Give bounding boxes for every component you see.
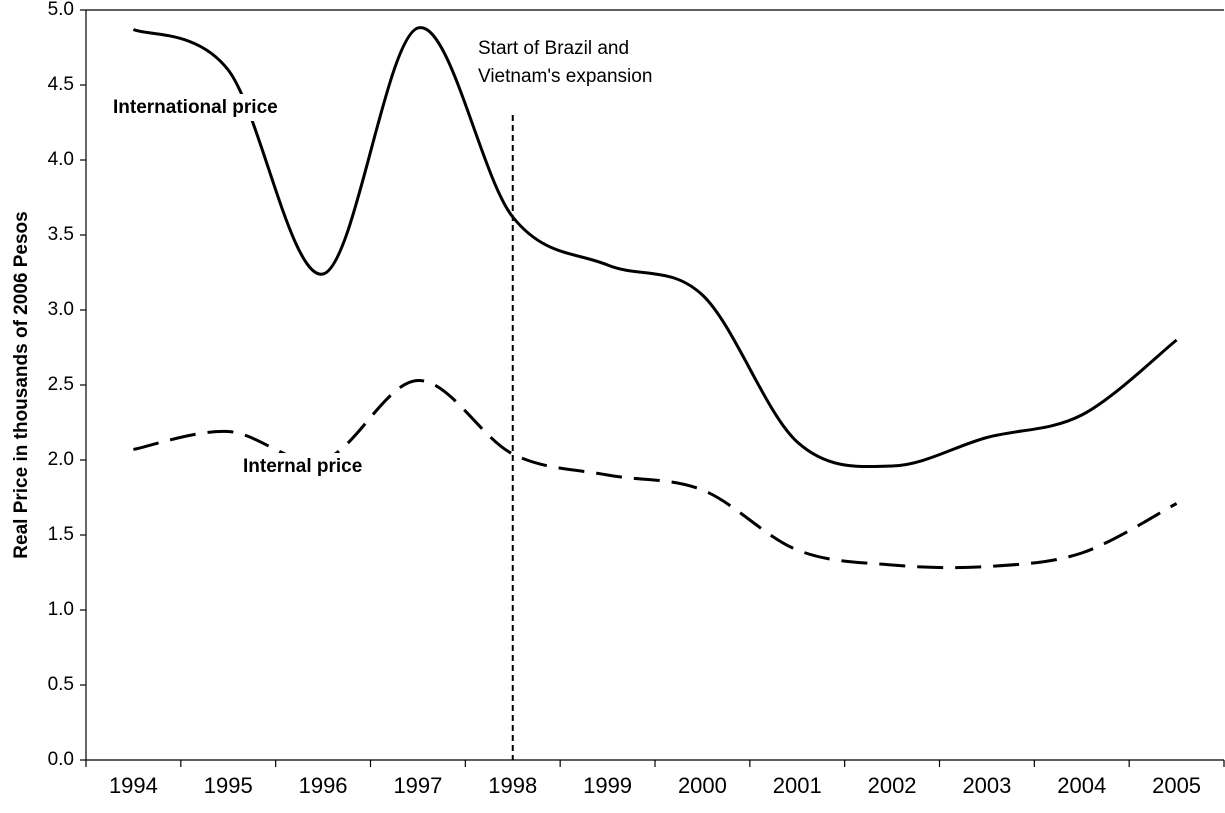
- annotation-text: Start of Brazil and: [478, 38, 629, 59]
- line-series: [132, 26, 1178, 469]
- annotation-text: Vietnam's expansion: [478, 66, 652, 87]
- x-tick-label: 1995: [204, 773, 253, 798]
- y-tick-label: 3.0: [48, 299, 74, 320]
- y-tick-label: 2.0: [48, 449, 74, 470]
- x-tick-label: 2002: [868, 773, 917, 798]
- y-tick-label: 0.0: [48, 749, 74, 770]
- label-background: [239, 453, 367, 481]
- y-tick-label: 2.5: [48, 374, 74, 395]
- x-tick-label: 1999: [583, 773, 632, 798]
- series-label: Internal price: [243, 456, 362, 477]
- x-tick-label: 1994: [109, 773, 158, 798]
- series-label: International price: [113, 97, 278, 118]
- x-tick-label: 2004: [1057, 773, 1106, 798]
- y-axis-label: Real Price in thousands of 2006 Pesos: [11, 211, 32, 558]
- y-tick-label: 0.5: [48, 674, 74, 695]
- y-tick-label: 3.5: [48, 224, 74, 245]
- x-tick-label: 1998: [488, 773, 537, 798]
- y-tick-label: 4.5: [48, 74, 74, 95]
- x-tick-label: 2005: [1152, 773, 1201, 798]
- x-tick-label: 1996: [299, 773, 348, 798]
- x-tick-label: 2000: [678, 773, 727, 798]
- x-tick-label: 1997: [393, 773, 442, 798]
- y-tick-label: 1.5: [48, 524, 74, 545]
- x-tick-label: 2003: [962, 773, 1011, 798]
- label-background: [109, 94, 282, 122]
- y-tick-label: 5.0: [48, 0, 74, 20]
- y-tick-label: 4.0: [48, 149, 74, 170]
- y-tick-label: 1.0: [48, 599, 74, 620]
- x-tick-label: 2001: [773, 773, 822, 798]
